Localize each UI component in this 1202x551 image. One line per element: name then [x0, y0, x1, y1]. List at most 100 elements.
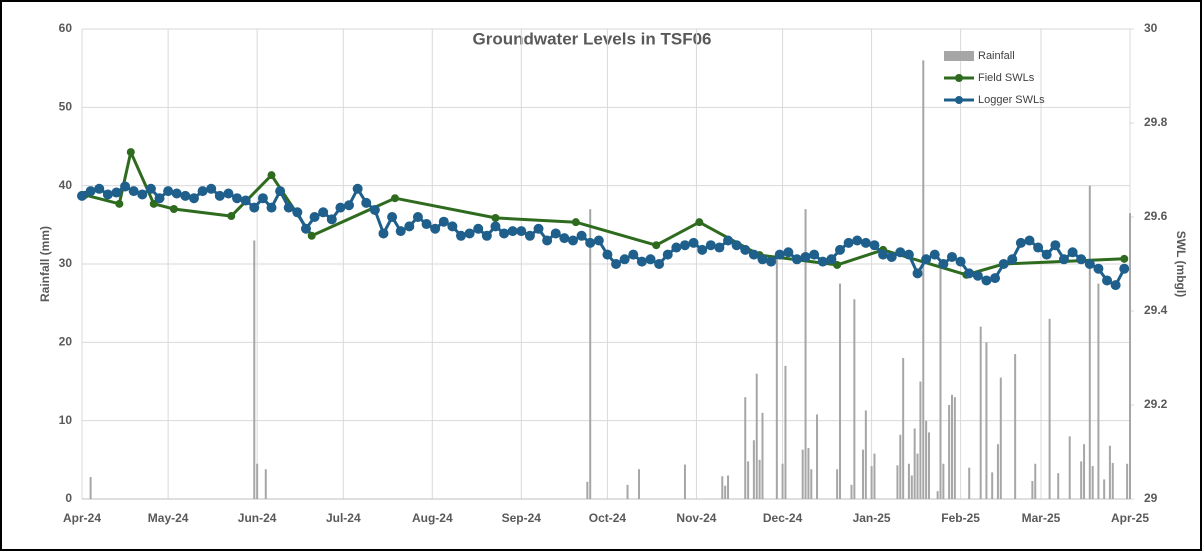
swl-point: [361, 197, 372, 208]
swl-point: [800, 251, 811, 262]
y2-tick-label: 29.6: [1144, 209, 1168, 223]
swl-point: [791, 254, 802, 265]
y-tick-label: 10: [59, 413, 73, 427]
swl-point: [567, 235, 578, 246]
rain-bar: [816, 414, 819, 499]
swl-point: [938, 259, 949, 269]
swl-point: [697, 244, 708, 255]
rain-bar: [804, 209, 807, 499]
rain-bar: [922, 60, 925, 499]
swl-point: [1058, 254, 1069, 265]
swl-point: [490, 221, 501, 232]
swl-point: [619, 254, 630, 265]
rain-bar: [89, 477, 92, 499]
swl-point: [300, 223, 311, 234]
rain-bar: [839, 283, 842, 499]
swl-point: [774, 249, 785, 260]
rain-bar: [1097, 283, 1100, 499]
x-tick-label: Dec-24: [763, 511, 803, 525]
rain-bar: [948, 405, 951, 499]
swl-point: [404, 221, 415, 232]
y-tick-label: 40: [59, 178, 73, 192]
rain-bar: [1126, 463, 1129, 499]
rain-bar: [999, 377, 1002, 499]
swl-point: [652, 241, 661, 250]
swl-point: [835, 244, 846, 255]
swl-point: [550, 228, 561, 239]
swl-point: [921, 254, 932, 265]
y-tick-label: 20: [59, 335, 73, 349]
rain-bar: [942, 463, 945, 499]
rain-bar: [784, 365, 787, 499]
swl-point: [456, 230, 467, 241]
rain-bar: [1068, 436, 1071, 499]
swl-point: [507, 226, 518, 237]
swl-point: [197, 186, 208, 197]
rain-bar: [1080, 461, 1083, 499]
swl-point: [636, 256, 647, 267]
swl-point: [115, 199, 124, 208]
rain-bar: [913, 428, 916, 499]
swl-point: [464, 228, 475, 239]
swl-point: [77, 190, 87, 201]
swl-point: [826, 254, 837, 265]
swl-point: [524, 230, 535, 241]
swl-point: [227, 212, 236, 221]
rain-bar: [1031, 480, 1034, 499]
swl-point: [309, 212, 320, 222]
swl-point: [369, 204, 380, 215]
swl-point: [705, 240, 716, 251]
swl-point: [895, 247, 906, 258]
swl-point: [318, 207, 329, 218]
swl-point: [576, 230, 587, 241]
swl-point: [307, 231, 316, 240]
y-tick-label: 0: [65, 491, 72, 505]
swl-point: [783, 247, 794, 258]
swl-point: [188, 193, 199, 204]
swl-point: [378, 228, 389, 239]
swl-point: [611, 259, 622, 269]
swl-point: [903, 249, 914, 260]
rain-bar: [744, 397, 747, 499]
legend-swatch: [944, 51, 974, 61]
y2-axis-title: SWL (mbgl): [1174, 231, 1188, 297]
rain-bar: [836, 469, 839, 499]
y2-tick-label: 29.8: [1144, 115, 1168, 129]
swl-point: [1024, 235, 1035, 246]
swl-point: [257, 193, 268, 204]
swl-point: [137, 189, 148, 200]
swl-point: [654, 259, 665, 269]
swl-point: [695, 218, 704, 227]
swl-point: [163, 186, 174, 197]
swl-point: [671, 242, 682, 253]
swl-point: [390, 194, 399, 203]
x-tick-label: Feb-25: [941, 511, 980, 525]
swl-point: [981, 275, 992, 286]
swl-point: [395, 226, 406, 237]
y2-tick-label: 30: [1144, 21, 1158, 35]
rain-bar: [996, 444, 999, 499]
rain-bar: [253, 240, 256, 499]
legend-swatch: [955, 74, 963, 82]
rain-bar: [755, 373, 758, 499]
x-tick-label: Jun-24: [238, 511, 277, 525]
rain-bar: [256, 463, 259, 499]
rain-bar: [925, 420, 928, 499]
x-tick-label: Aug-24: [412, 511, 453, 525]
swl-point: [860, 237, 871, 248]
swl-point: [886, 251, 897, 262]
swl-point: [542, 235, 553, 246]
swl-point: [662, 249, 673, 260]
rain-bar: [1034, 463, 1037, 499]
swl-point: [421, 219, 432, 230]
rain-bar: [810, 469, 813, 499]
swl-point: [352, 183, 363, 194]
swl-point: [585, 237, 596, 248]
rain-bar: [801, 449, 804, 499]
swl-point: [1110, 280, 1121, 291]
legend-swatch: [955, 96, 963, 104]
swl-point: [387, 212, 398, 222]
swl-point: [1050, 240, 1061, 251]
y2-tick-label: 29.4: [1144, 303, 1168, 317]
swl-point: [1041, 249, 1052, 260]
